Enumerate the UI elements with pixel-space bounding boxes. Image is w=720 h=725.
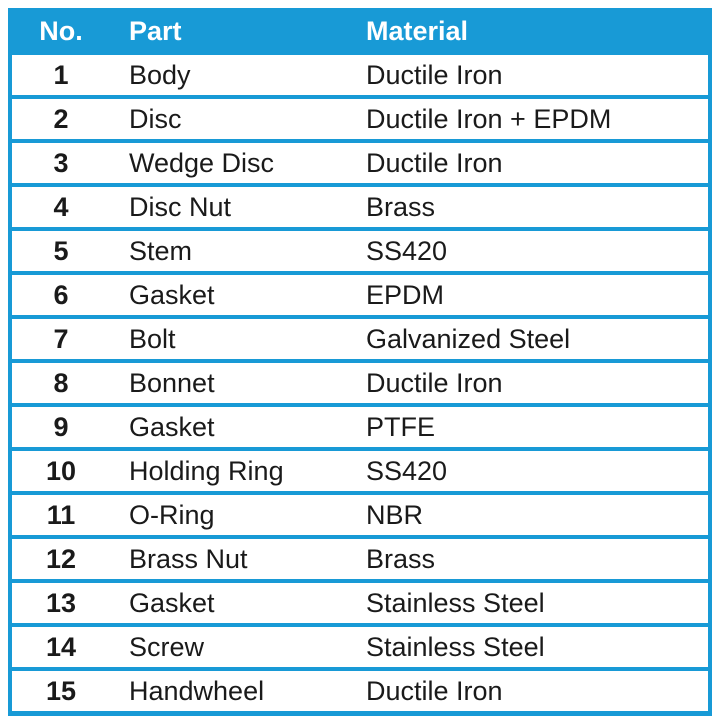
cell-part: Gasket bbox=[110, 579, 346, 625]
cell-part: Brass Nut bbox=[110, 535, 346, 581]
table-row: 11 O-Ring NBR bbox=[10, 491, 710, 537]
table-row: 10 Holding Ring SS420 bbox=[10, 447, 710, 493]
cell-part: Bolt bbox=[110, 315, 346, 361]
cell-material: SS420 bbox=[346, 227, 710, 273]
cell-material: Ductile Iron bbox=[346, 55, 710, 97]
cell-part: Gasket bbox=[110, 271, 346, 317]
cell-material: PTFE bbox=[346, 403, 710, 449]
cell-no: 1 bbox=[10, 55, 110, 97]
table-row: 13 Gasket Stainless Steel bbox=[10, 579, 710, 625]
cell-part: Holding Ring bbox=[110, 447, 346, 493]
cell-part: Disc bbox=[110, 95, 346, 141]
cell-no: 6 bbox=[10, 271, 110, 317]
cell-part: Bonnet bbox=[110, 359, 346, 405]
cell-no: 2 bbox=[10, 95, 110, 141]
cell-material: EPDM bbox=[346, 271, 710, 317]
table-row: 12 Brass Nut Brass bbox=[10, 535, 710, 581]
cell-material: Brass bbox=[346, 183, 710, 229]
cell-part: Gasket bbox=[110, 403, 346, 449]
table-row: 7 Bolt Galvanized Steel bbox=[10, 315, 710, 361]
column-header-no: No. bbox=[10, 8, 110, 55]
cell-no: 10 bbox=[10, 447, 110, 493]
table-row: 8 Bonnet Ductile Iron bbox=[10, 359, 710, 405]
cell-material: Ductile Iron bbox=[346, 359, 710, 405]
column-header-part: Part bbox=[110, 8, 346, 55]
cell-part: Body bbox=[110, 55, 346, 97]
cell-no: 7 bbox=[10, 315, 110, 361]
table-row: 3 Wedge Disc Ductile Iron bbox=[10, 139, 710, 185]
cell-no: 4 bbox=[10, 183, 110, 229]
table-row: 1 Body Ductile Iron bbox=[10, 55, 710, 97]
cell-no: 8 bbox=[10, 359, 110, 405]
column-header-material: Material bbox=[346, 8, 710, 55]
cell-part: Handwheel bbox=[110, 667, 346, 714]
cell-material: Ductile Iron + EPDM bbox=[346, 95, 710, 141]
cell-part: Wedge Disc bbox=[110, 139, 346, 185]
table-body: 1 Body Ductile Iron 2 Disc Ductile Iron + EPD… bbox=[10, 55, 710, 714]
table-row: 2 Disc Ductile Iron + EPDM bbox=[10, 95, 710, 141]
cell-no: 15 bbox=[10, 667, 110, 714]
cell-no: 13 bbox=[10, 579, 110, 625]
cell-material: NBR bbox=[346, 491, 710, 537]
table-row: 6 Gasket EPDM bbox=[10, 271, 710, 317]
cell-material: Ductile Iron bbox=[346, 667, 710, 714]
cell-material: SS420 bbox=[346, 447, 710, 493]
cell-part: Screw bbox=[110, 623, 346, 669]
cell-material: Brass bbox=[346, 535, 710, 581]
cell-no: 12 bbox=[10, 535, 110, 581]
cell-no: 14 bbox=[10, 623, 110, 669]
cell-material: Stainless Steel bbox=[346, 579, 710, 625]
cell-material: Stainless Steel bbox=[346, 623, 710, 669]
table-row: 15 Handwheel Ductile Iron bbox=[10, 667, 710, 714]
cell-part: Disc Nut bbox=[110, 183, 346, 229]
table-row: 9 Gasket PTFE bbox=[10, 403, 710, 449]
cell-part: Stem bbox=[110, 227, 346, 273]
cell-no: 3 bbox=[10, 139, 110, 185]
table-row: 5 Stem SS420 bbox=[10, 227, 710, 273]
cell-material: Galvanized Steel bbox=[346, 315, 710, 361]
parts-material-table: No. Part Material 1 Body Ductile Iron 2 Disc… bbox=[8, 8, 712, 716]
cell-no: 11 bbox=[10, 491, 110, 537]
header-row: No. Part Material bbox=[10, 8, 710, 55]
table-row: 4 Disc Nut Brass bbox=[10, 183, 710, 229]
table-row: 14 Screw Stainless Steel bbox=[10, 623, 710, 669]
cell-no: 5 bbox=[10, 227, 110, 273]
cell-no: 9 bbox=[10, 403, 110, 449]
cell-material: Ductile Iron bbox=[346, 139, 710, 185]
cell-part: O-Ring bbox=[110, 491, 346, 537]
